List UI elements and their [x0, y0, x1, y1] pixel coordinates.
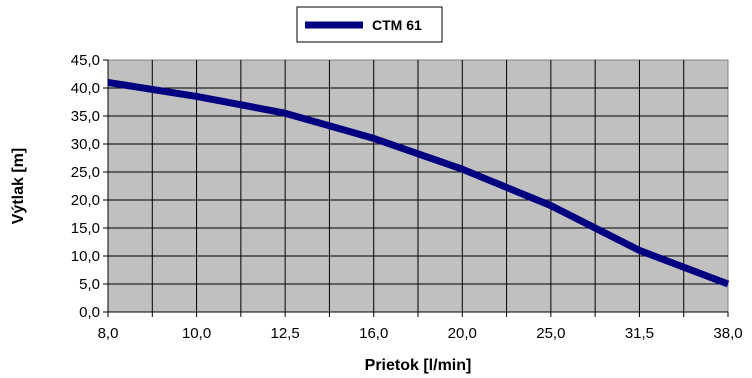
y-tick-label: 15,0: [71, 220, 100, 237]
y-tick-label: 45,0: [71, 52, 100, 69]
y-tick-label: 5,0: [79, 276, 100, 293]
x-tick-label: 8,0: [98, 325, 119, 342]
y-tick-label: 40,0: [71, 80, 100, 97]
x-tick-label: 31,5: [625, 325, 654, 342]
y-tick-label: 25,0: [71, 164, 100, 181]
y-axis-title: Výtlak [m]: [10, 148, 27, 224]
y-tick-label: 10,0: [71, 248, 100, 265]
legend: CTM 61: [296, 6, 443, 43]
legend-label: CTM 61: [372, 17, 422, 33]
series: [107, 78, 730, 288]
x-tick-label: 25,0: [536, 325, 565, 342]
series-line: [107, 78, 730, 288]
y-tick-label: 35,0: [71, 108, 100, 125]
x-axis-title: Prietok [l/min]: [365, 357, 472, 374]
y-axis-ticks: 0,0 5,0 10,0 15,0 20,0 25,0 30,0 35,0 40,0 45,0: [71, 52, 109, 321]
x-tick-label: 16,0: [359, 325, 388, 342]
x-axis-ticks: 8,0 10,0 12,5 16,0 20,0 25,0 31,5 38,0: [98, 311, 743, 342]
y-tick-label: 0,0: [79, 304, 100, 321]
x-tick-label: 20,0: [448, 325, 477, 342]
y-tick-label: 20,0: [71, 192, 100, 209]
y-tick-label: 30,0: [71, 136, 100, 153]
x-tick-label: 38,0: [713, 325, 742, 342]
x-tick-label: 10,0: [182, 325, 211, 342]
x-tick-label: 12,5: [271, 325, 300, 342]
grid: [108, 60, 728, 312]
